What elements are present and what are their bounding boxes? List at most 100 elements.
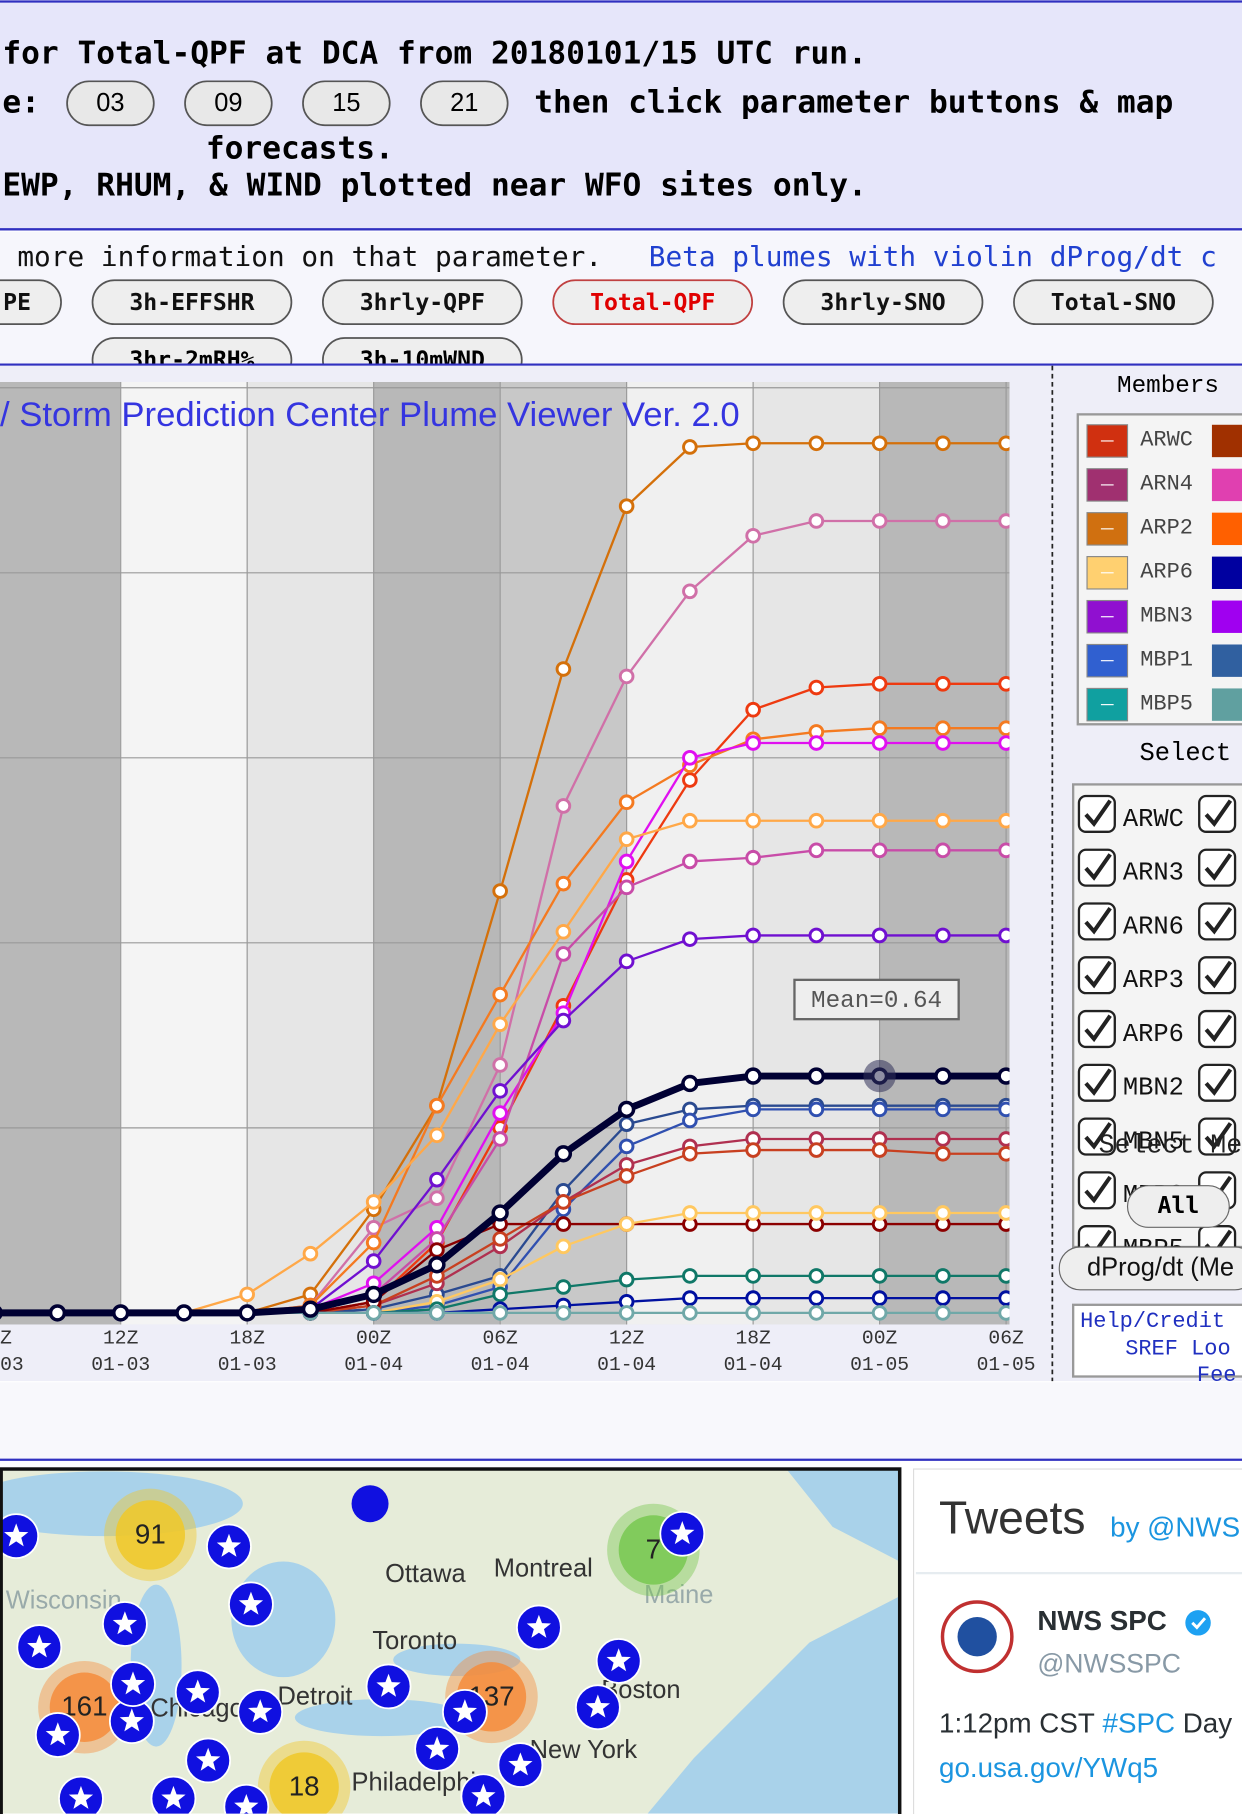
dprog-button-label[interactable]: dProg/dt (Me [1087, 1254, 1234, 1282]
legend-swatch [1211, 688, 1242, 721]
marker[interactable] [351, 1485, 389, 1523]
checkmark [1204, 960, 1233, 989]
parameter-button-label[interactable]: 3hrly-QPF [360, 290, 485, 316]
series-point [998, 435, 1010, 452]
series-point [808, 1305, 825, 1321]
series-point [555, 1305, 572, 1321]
series-point [935, 1305, 951, 1321]
parameter-button[interactable] [322, 279, 523, 326]
series-point [618, 498, 635, 514]
tweet-account[interactable]: NWS SPC [1037, 1605, 1167, 1636]
all-button[interactable] [1126, 1185, 1230, 1228]
series-point [871, 676, 888, 692]
run-button[interactable] [184, 80, 273, 127]
series-point [429, 1097, 445, 1114]
parameter-button-label[interactable]: 3h-10mWND [360, 348, 485, 374]
series-point [555, 946, 572, 962]
help-link[interactable]: Help/Credit [1080, 1309, 1225, 1334]
series-point [618, 879, 635, 896]
series-point [239, 1286, 255, 1303]
info-link[interactable]: Beta plumes with violin dProg/dt c [649, 240, 1217, 273]
checkbox-label: MBN2 [1123, 1074, 1184, 1103]
series-point [555, 1216, 572, 1232]
parameter-button[interactable] [552, 279, 754, 326]
checkbox[interactable] [1198, 1225, 1237, 1262]
series-point [998, 1145, 1010, 1162]
series-point [998, 735, 1010, 751]
header-line: for Total-QPF at DCA from 20180101/15 UT… [2, 36, 867, 72]
series-point [555, 661, 572, 677]
run-button-label[interactable]: 03 [96, 89, 124, 117]
series-point [808, 812, 825, 829]
legend-label: ARN4 [1140, 472, 1193, 497]
cluster-count: 7 [646, 1533, 661, 1564]
series-point [808, 1101, 825, 1118]
plot [0, 381, 1010, 1325]
series-point [492, 1271, 508, 1288]
series-point [998, 1290, 1010, 1306]
series-point [808, 1290, 825, 1306]
series-point [492, 1231, 508, 1247]
series-point [935, 812, 951, 829]
marker-star [452, 1699, 478, 1723]
checkmark [1204, 853, 1233, 881]
legend-label: ARWC [1140, 428, 1193, 453]
marker-star [68, 1785, 94, 1809]
series-point [365, 1253, 382, 1269]
cluster[interactable] [115, 1500, 186, 1570]
parameter-buttons: PE 3h-EFFSHR 3hrly-QPF Total-QPF 3hrly-SNO To… [0, 279, 1214, 382]
parameter-button-label[interactable]: Total-QPF [590, 290, 715, 316]
tweet-handle[interactable]: @NWSSPC [1037, 1649, 1181, 1679]
run-button-label[interactable]: 21 [450, 89, 478, 117]
legend-label: ARP6 [1140, 559, 1193, 584]
marker-star [216, 1533, 242, 1557]
parameter-button-label[interactable]: PE [3, 290, 31, 316]
all-button-label[interactable]: All [1158, 1193, 1200, 1219]
series-point [745, 927, 761, 944]
series-point [871, 735, 888, 751]
parameter-button[interactable] [782, 279, 984, 326]
marker-star [585, 1694, 611, 1718]
dprog-button[interactable] [1058, 1246, 1242, 1291]
run-button[interactable] [420, 80, 509, 127]
checkbox[interactable] [1077, 1225, 1116, 1262]
parameter-button[interactable] [322, 337, 523, 382]
spacer [0, 1382, 1242, 1460]
run-button-label[interactable]: 15 [332, 89, 360, 117]
series-point [935, 1290, 951, 1306]
cluster[interactable] [269, 1752, 339, 1814]
legend-swatch [1211, 512, 1242, 546]
members-title: Members [1117, 373, 1219, 400]
parameter-button-label[interactable]: 3hrly-SNO [820, 290, 945, 316]
day-band [120, 381, 247, 1325]
map-label: Toronto [372, 1627, 457, 1655]
series-point [871, 927, 888, 944]
series-point [554, 1145, 573, 1163]
series-point [365, 1305, 382, 1321]
help-link[interactable]: SREF Loo [1125, 1337, 1230, 1362]
hashtag[interactable]: #SPC [1103, 1708, 1176, 1739]
series-point [935, 927, 951, 944]
tweets-by[interactable]: by @NWS [1110, 1511, 1240, 1542]
instruction: then click parameter buttons & map [534, 84, 1173, 120]
parameter-button[interactable] [1013, 279, 1214, 326]
x-tick-label: 12Z [103, 1328, 139, 1350]
x-tick-label: 18Z [230, 1328, 266, 1350]
series-point [744, 1067, 762, 1085]
parameter-button[interactable] [91, 279, 293, 326]
series-point [871, 1290, 888, 1306]
series-point [808, 513, 825, 529]
tweet-link[interactable]: go.usa.gov/YWq5 [939, 1752, 1158, 1783]
parameter-button-label[interactable]: Total-SNO [1051, 290, 1176, 316]
run-button-label[interactable]: 09 [214, 89, 242, 117]
parameter-button[interactable] [0, 279, 62, 326]
run-button[interactable] [66, 80, 155, 127]
parameter-button-label[interactable]: 3hr-2mRH% [129, 348, 254, 374]
series-point [935, 720, 951, 737]
x-tick-date: 01-04 [597, 1354, 656, 1376]
parameter-button[interactable] [91, 337, 293, 382]
parameter-button-label[interactable]: 3h-EFFSHR [129, 290, 254, 316]
run-button[interactable] [302, 80, 391, 127]
hover-highlight [863, 1059, 896, 1093]
